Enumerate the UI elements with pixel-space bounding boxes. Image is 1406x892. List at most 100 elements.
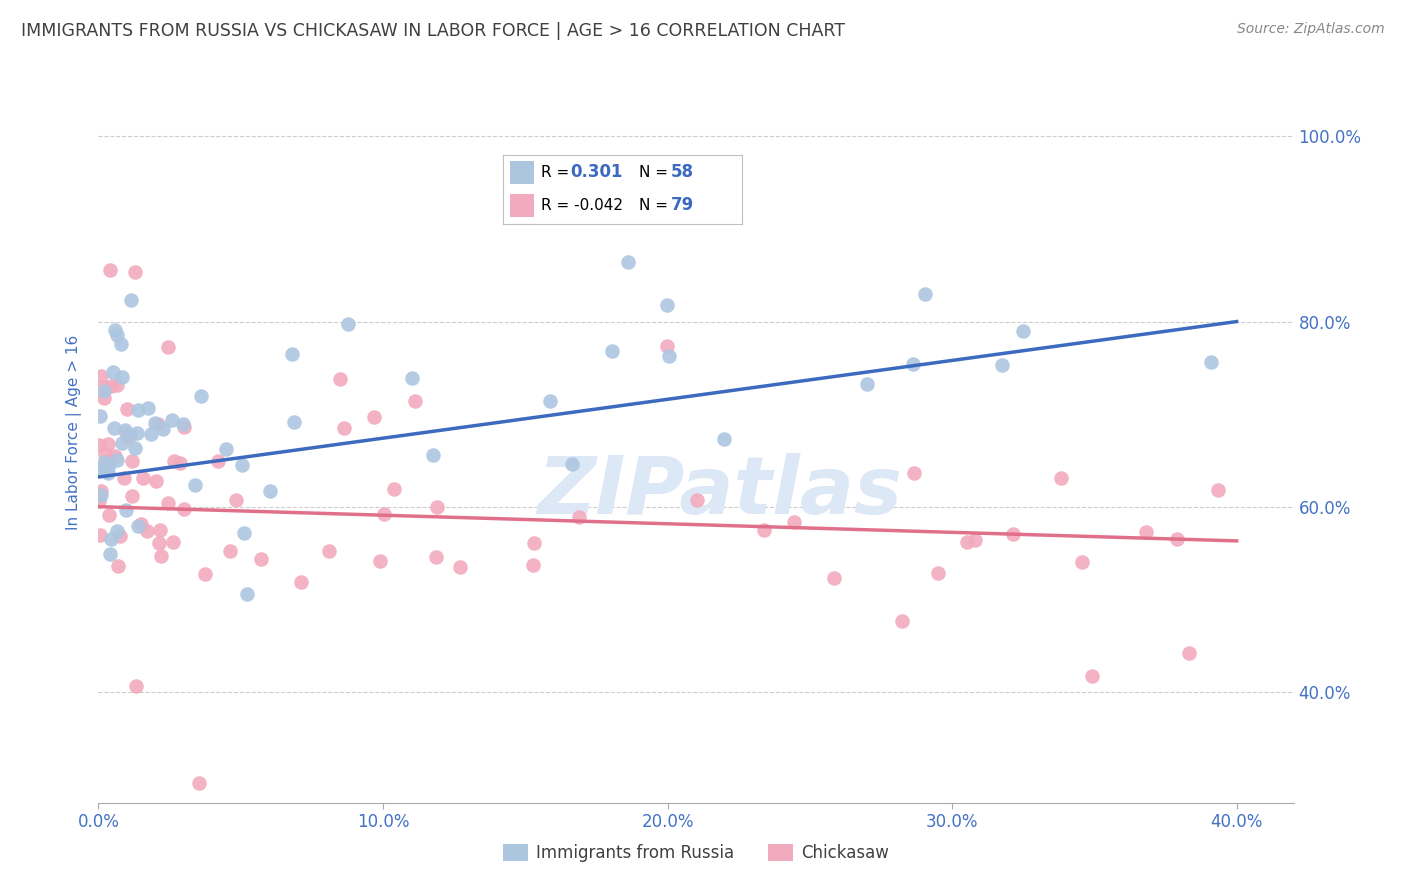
Point — [991, 358, 1014, 372]
Point — [111, 369, 134, 384]
Point — [956, 535, 979, 549]
Point — [93, 391, 115, 405]
Point — [87, 437, 110, 451]
Point — [219, 543, 242, 558]
Point — [232, 526, 254, 541]
Point — [145, 474, 167, 488]
Point — [148, 536, 170, 550]
Text: 0.301: 0.301 — [569, 163, 623, 181]
Point — [129, 516, 152, 531]
Point — [449, 559, 471, 574]
Point — [98, 508, 121, 523]
Text: 58: 58 — [671, 163, 693, 181]
Point — [93, 380, 115, 394]
Point — [90, 369, 112, 384]
Text: ZIPatlas: ZIPatlas — [537, 453, 903, 531]
Point — [752, 523, 775, 537]
Point — [90, 462, 112, 476]
Y-axis label: In Labor Force | Age > 16: In Labor Force | Age > 16 — [66, 335, 83, 530]
Point — [124, 679, 146, 693]
Point — [215, 442, 238, 456]
Text: IMMIGRANTS FROM RUSSIA VS CHICKASAW IN LABOR FORCE | AGE > 16 CORRELATION CHART: IMMIGRANTS FROM RUSSIA VS CHICKASAW IN L… — [21, 22, 845, 40]
Point — [337, 317, 360, 331]
Point — [1050, 471, 1073, 485]
Point — [173, 419, 195, 434]
Point — [259, 483, 281, 498]
Point — [90, 483, 112, 498]
Point — [139, 426, 162, 441]
Point — [115, 426, 138, 441]
Point — [107, 559, 129, 574]
Point — [124, 265, 146, 279]
Point — [89, 527, 111, 541]
Point — [373, 508, 395, 522]
Point — [617, 255, 640, 269]
Text: N =: N = — [640, 198, 668, 213]
Text: R =: R = — [541, 165, 569, 180]
Point — [914, 287, 936, 301]
Text: 79: 79 — [671, 196, 693, 214]
Point — [655, 339, 678, 353]
Point — [105, 524, 128, 538]
Point — [963, 533, 986, 547]
Point — [187, 776, 209, 790]
Point — [149, 549, 172, 563]
Point — [1206, 483, 1229, 497]
Text: Source: ZipAtlas.com: Source: ZipAtlas.com — [1237, 22, 1385, 37]
Point — [318, 543, 340, 558]
Point — [103, 450, 125, 464]
Point — [97, 458, 120, 472]
Point — [600, 343, 623, 358]
Point — [538, 393, 561, 408]
Point — [236, 587, 259, 601]
Point — [104, 323, 127, 337]
Point — [143, 416, 166, 430]
Point — [121, 489, 143, 503]
Point — [100, 263, 122, 277]
Point — [115, 402, 138, 417]
Point — [97, 453, 120, 467]
Point — [90, 488, 112, 502]
Point — [108, 529, 131, 543]
Point — [382, 483, 405, 497]
Point — [561, 457, 583, 471]
Point — [658, 349, 681, 363]
Point — [100, 379, 122, 393]
Point — [169, 456, 191, 470]
Point — [290, 575, 312, 590]
Point — [152, 422, 174, 436]
Point — [103, 421, 125, 435]
Point — [225, 492, 247, 507]
Point — [121, 454, 143, 468]
Point — [404, 394, 426, 409]
Point — [112, 471, 135, 485]
Point — [401, 371, 423, 385]
Point — [783, 515, 806, 529]
Point — [124, 442, 146, 456]
Point — [523, 536, 546, 550]
Point — [149, 523, 172, 537]
Point — [127, 425, 149, 440]
Point — [117, 431, 139, 445]
Point — [422, 448, 444, 462]
Text: N =: N = — [640, 165, 668, 180]
Point — [162, 535, 184, 549]
Point — [333, 421, 356, 435]
Point — [686, 492, 709, 507]
Point — [127, 519, 149, 533]
Point — [157, 496, 180, 510]
Point — [823, 571, 845, 585]
Point — [120, 293, 142, 307]
Point — [1177, 646, 1199, 660]
Point — [146, 417, 169, 432]
Point — [100, 532, 122, 546]
Point — [93, 455, 115, 469]
Point — [114, 423, 136, 437]
Point — [96, 464, 118, 478]
Point — [157, 340, 180, 354]
Point — [890, 614, 912, 628]
Point — [93, 384, 115, 398]
Point — [160, 413, 183, 427]
Point — [927, 566, 949, 580]
Point — [101, 365, 124, 379]
